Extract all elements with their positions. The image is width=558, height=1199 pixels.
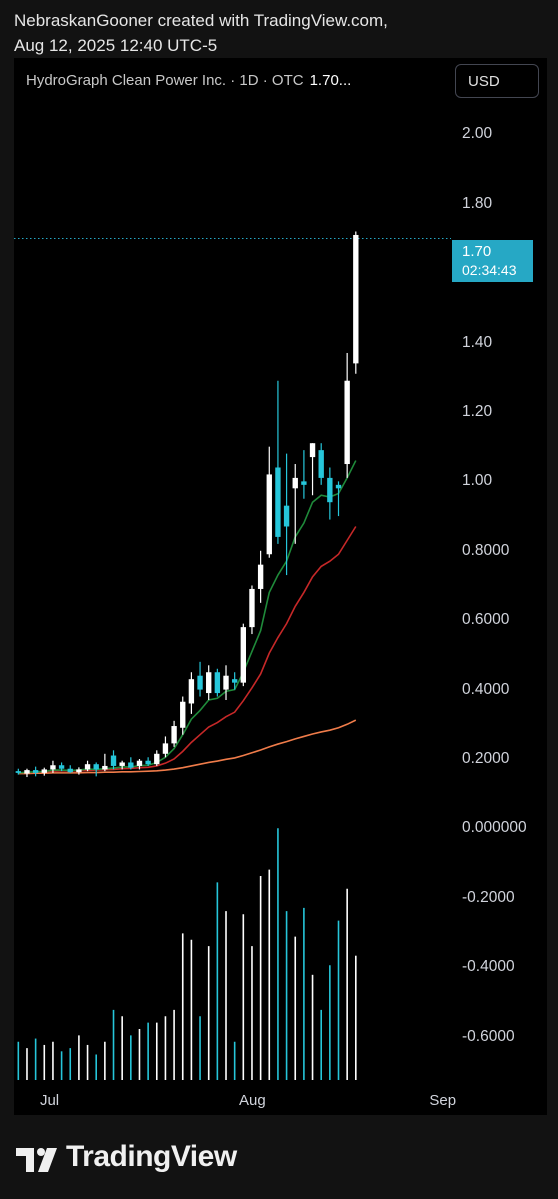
last-price-tag: 1.70 02:34:43 — [452, 240, 533, 282]
y-tick-label: -0.6000 — [462, 1027, 515, 1045]
candle-body — [102, 765, 108, 770]
candle-body — [110, 755, 117, 766]
symbol-legend[interactable]: HydroGraph Clean Power Inc. · 1D · OTC 1.… — [26, 72, 351, 89]
candle-body — [283, 505, 290, 527]
candle-body — [24, 770, 30, 774]
candle-body — [162, 743, 169, 754]
y-tick-label: 1.80 — [462, 194, 493, 212]
candle-body — [128, 762, 134, 768]
y-tick-label: 0.4000 — [462, 680, 510, 698]
attribution-line: NebraskanGooner created with TradingView… — [14, 11, 388, 30]
candle-body — [223, 675, 229, 690]
chart-pane[interactable] — [14, 58, 451, 1080]
y-tick-label: 1.40 — [462, 333, 493, 351]
candle-body — [240, 627, 246, 683]
candle-body — [335, 484, 342, 489]
candle-body — [93, 764, 99, 770]
y-tick-label: 1.20 — [462, 402, 493, 420]
candle-body — [275, 467, 281, 537]
candle-body — [84, 764, 91, 770]
tradingview-logo-icon — [16, 1148, 57, 1172]
candle-body — [145, 760, 151, 765]
candle-body — [50, 765, 56, 770]
attribution-date: Aug 12, 2025 12:40 UTC-5 — [14, 36, 218, 55]
x-tick-label: Sep — [429, 1092, 457, 1109]
x-tick-label: Aug — [238, 1092, 266, 1109]
candle-body — [309, 443, 316, 458]
ema-slow-line — [18, 719, 357, 775]
y-tick-label: 0.000000 — [462, 819, 527, 837]
candle-body — [327, 477, 333, 503]
candle-body — [257, 564, 264, 589]
y-tick-label: 0.2000 — [462, 749, 510, 767]
candle-body — [76, 769, 82, 773]
candle-body — [206, 672, 212, 694]
y-tick-label: -0.4000 — [462, 958, 515, 976]
time-scale[interactable] — [14, 1080, 451, 1115]
candle-body — [180, 701, 186, 728]
candle-body — [171, 726, 177, 744]
candle-body — [214, 672, 221, 694]
candle-body — [301, 481, 307, 485]
candle-body — [15, 771, 22, 773]
candle-body — [231, 679, 238, 683]
candle-body — [41, 769, 47, 773]
symbol-info: HydroGraph Clean Power Inc. · 1D · OTC — [26, 72, 304, 89]
y-tick-label: -0.2000 — [462, 888, 515, 906]
chart-attribution: NebraskanGooner created with TradingView… — [14, 8, 388, 58]
candle-body — [344, 380, 350, 465]
y-tick-label: 1.00 — [462, 472, 493, 490]
y-tick-label: 0.6000 — [462, 611, 510, 629]
candle-body — [197, 675, 203, 690]
bar-countdown: 02:34:43 — [462, 262, 517, 278]
currency-button[interactable]: USD — [455, 64, 539, 98]
candle-body — [353, 234, 359, 364]
brand-name: TradingView — [66, 1140, 237, 1173]
candle-body — [249, 588, 255, 628]
candle-body — [119, 762, 125, 766]
y-tick-label: 2.00 — [462, 125, 493, 143]
candle-body — [292, 477, 298, 489]
candle-body — [318, 450, 324, 478]
candle-body — [32, 770, 39, 773]
candle-body — [58, 765, 65, 769]
candle-body — [154, 753, 160, 765]
x-tick-label: Jul — [39, 1092, 60, 1109]
candle-body — [188, 679, 195, 704]
last-price-value: 1.70 — [462, 243, 492, 260]
legend-last-price: 1.70... — [309, 72, 352, 89]
candle-body — [266, 474, 272, 555]
ema-fast-line — [18, 460, 357, 774]
price-scale[interactable] — [451, 58, 547, 1115]
candle-body — [136, 760, 143, 766]
y-tick-label: 0.8000 — [462, 541, 510, 559]
candle-body — [67, 768, 73, 773]
